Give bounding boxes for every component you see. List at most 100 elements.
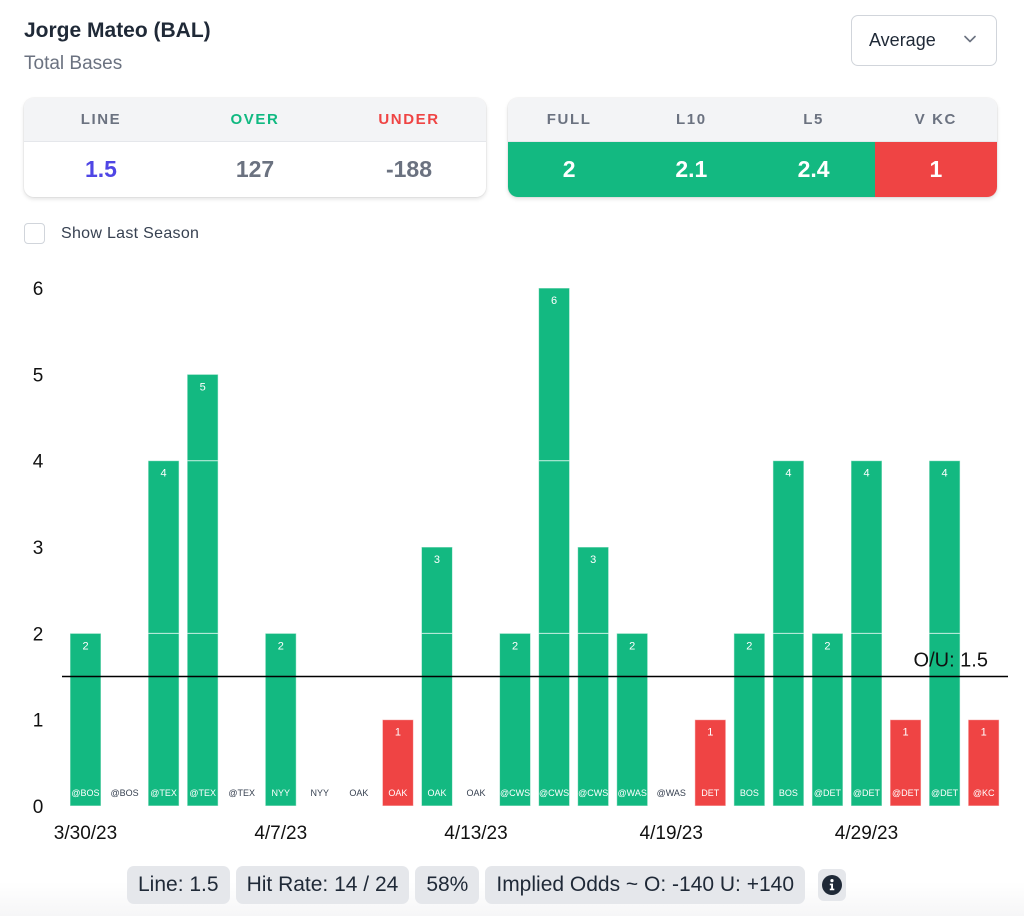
bar-group[interactable]: 1 @KC — [967, 719, 1000, 807]
bar-segment — [186, 373, 219, 462]
over-header: OVER — [230, 111, 280, 128]
bar-segment — [850, 632, 883, 807]
bar-opponent-label: @TEX — [150, 788, 177, 798]
bar-group[interactable]: 6 @CWS — [538, 287, 571, 807]
bar-value-label: 2 — [512, 640, 518, 652]
under-header: UNDER — [378, 111, 440, 128]
bar-group[interactable]: 1 @DET — [889, 719, 922, 807]
bar-opponent-label: NYY — [311, 788, 330, 798]
bar-opponent-label: @CWS — [500, 788, 530, 798]
bar-group[interactable]: 4 @DET — [850, 460, 883, 807]
show-last-season-checkbox[interactable] — [24, 223, 45, 244]
bar-opponent-label: BOS — [740, 788, 759, 798]
bar-segment — [538, 632, 571, 807]
bar-segment — [147, 460, 180, 634]
x-date-tick-label: 3/30/23 — [54, 823, 117, 844]
bar-segment — [577, 632, 610, 807]
over-under-label: O/U: 1.5 — [914, 650, 988, 672]
bar-group[interactable]: @WAS — [657, 788, 686, 798]
bar-group[interactable]: 5 @TEX — [186, 373, 219, 807]
average-dropdown[interactable]: Average — [851, 15, 997, 66]
bar-value-label: 2 — [824, 640, 830, 652]
bar-group[interactable]: 4 @DET — [928, 460, 961, 807]
bar-group[interactable]: 4 @TEX — [147, 460, 180, 807]
bar-group[interactable]: 2 BOS — [733, 632, 766, 807]
bar-segment — [616, 632, 649, 807]
bar-value-label: 3 — [434, 554, 440, 566]
bar-value-label: 2 — [82, 640, 88, 652]
bar-group[interactable]: 4 BOS — [772, 460, 805, 807]
bar-value-label: 4 — [942, 468, 948, 480]
full-average-value: 2 — [508, 142, 631, 197]
bar-opponent-label: @DET — [814, 788, 842, 798]
bar-group[interactable]: 1 DET — [694, 719, 727, 807]
bar-segment — [147, 632, 180, 807]
bar-segment — [733, 632, 766, 807]
show-last-season-label: Show Last Season — [61, 224, 200, 242]
y-tick-label: 2 — [33, 624, 44, 645]
bar-value-label: 4 — [785, 468, 791, 480]
line-odds-card: LINE OVER UNDER 1.5 127 -188 — [24, 98, 486, 197]
bar-value-label: 1 — [395, 727, 401, 739]
bar-group[interactable]: 3 @CWS — [577, 546, 610, 807]
bar-value-label: 1 — [902, 727, 908, 739]
bar-group[interactable]: @TEX — [228, 788, 255, 798]
bar-group[interactable]: 2 @DET — [811, 632, 844, 807]
bar-group[interactable]: 2 NYY — [264, 632, 297, 807]
over-odds-value: 127 — [235, 156, 275, 182]
bar-opponent-label: @KC — [973, 788, 995, 798]
bar-opponent-label: NYY — [271, 788, 290, 798]
vs-kc-header: V KC — [914, 111, 957, 128]
bar-group[interactable]: NYY — [311, 788, 330, 798]
hit-percent-pill: 58% — [415, 866, 480, 904]
total-bases-bar-chart: 0 1 2 3 4 5 6 2 @BOS @BOS 4 @TEX 5 @TEX @TEX 2 NYY NYY OA… — [33, 279, 1008, 844]
bar-opponent-label: @BOS — [110, 788, 138, 798]
bar-segment — [967, 719, 1000, 807]
x-date-tick-label: 4/7/23 — [254, 823, 307, 844]
under-odds-value: -188 — [385, 156, 433, 182]
bar-group[interactable]: 1 OAK — [381, 719, 414, 807]
bar-group[interactable]: 2 @BOS — [69, 632, 102, 807]
hit-rate-pill: Hit Rate: 14 / 24 — [235, 866, 410, 904]
bar-value-label: 2 — [278, 640, 284, 652]
bar-value-label: 3 — [590, 554, 596, 566]
bar-opponent-label: @TEX — [228, 788, 255, 798]
line-header: LINE — [80, 111, 122, 128]
bar-opponent-label: @TEX — [189, 788, 216, 798]
line-pill: Line: 1.5 — [127, 866, 230, 904]
bar-opponent-label: OAK — [466, 788, 485, 798]
l5-header: L5 — [803, 111, 824, 128]
bar-group[interactable]: 2 @CWS — [499, 632, 532, 807]
bar-segment — [499, 632, 532, 807]
bar-segment — [772, 632, 805, 807]
bar-value-label: 4 — [863, 468, 869, 480]
info-button[interactable] — [818, 869, 847, 901]
bar-group[interactable]: OAK — [349, 788, 368, 798]
bars: 2 @BOS @BOS 4 @TEX 5 @TEX @TEX 2 NYY NYY OAK 1 OAK 3 OA… — [69, 287, 1000, 807]
bar-group[interactable]: OAK — [466, 788, 485, 798]
summary-pills: Line: 1.5 Hit Rate: 14 / 24 58% Implied … — [127, 866, 847, 904]
bar-group[interactable]: 3 OAK — [420, 546, 453, 807]
bar-opponent-label: @CWS — [539, 788, 569, 798]
bar-segment — [186, 460, 219, 634]
bar-opponent-label: OAK — [427, 788, 446, 798]
bar-opponent-label: OAK — [349, 788, 368, 798]
bar-group[interactable]: @BOS — [110, 788, 138, 798]
l10-header: L10 — [676, 111, 707, 128]
info-circle-icon — [822, 875, 843, 895]
bar-segment — [928, 460, 961, 634]
bar-opponent-label: OAK — [388, 788, 407, 798]
bar-segment — [928, 632, 961, 807]
y-tick-label: 3 — [33, 538, 44, 559]
bar-segment — [186, 632, 219, 807]
line-value: 1.5 — [85, 156, 117, 182]
bar-segment — [420, 632, 453, 807]
show-last-season-toggle[interactable]: Show Last Season — [24, 223, 199, 244]
bar-group[interactable]: 2 @WAS — [616, 632, 649, 807]
bar-opponent-label: @DET — [853, 788, 881, 798]
y-tick-label: 5 — [33, 365, 44, 386]
bar-opponent-label: @WAS — [657, 788, 686, 798]
bar-segment — [264, 632, 297, 807]
y-axis-ticks: 0 1 2 3 4 5 6 — [33, 279, 44, 818]
bar-value-label: 1 — [981, 727, 987, 739]
